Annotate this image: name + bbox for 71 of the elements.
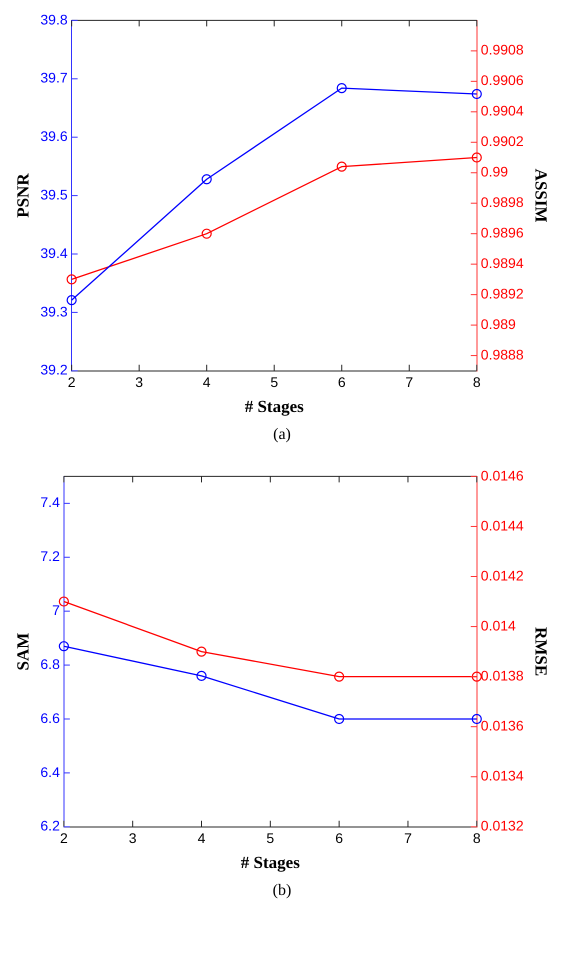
point [472, 152, 482, 163]
y2-tick-label: 0.9904 [480, 102, 524, 119]
y-tick-label: 6.2 [40, 818, 60, 834]
y2-tick-label: 0.0132 [480, 818, 524, 834]
y-tick-label: 6.6 [40, 710, 60, 726]
y2-tick-label: 0.99 [480, 164, 508, 180]
y2-tick-label: 0.0138 [480, 667, 524, 684]
y2-tick-label: 0.0136 [480, 718, 524, 734]
x-tick-label: 8 [472, 374, 481, 390]
y2-tick-label: 0.9888 [480, 346, 524, 362]
point [58, 596, 69, 607]
point [472, 88, 482, 100]
x-tick-label: 8 [472, 830, 481, 846]
y2-tick-label: 0.9908 [480, 42, 524, 58]
point [202, 228, 212, 239]
y2-tick-label: 0.9906 [480, 72, 524, 88]
text: (b) [272, 882, 292, 900]
point [196, 670, 207, 681]
x-tick-label: 7 [405, 374, 414, 390]
y-tick-label: 6.8 [40, 656, 60, 672]
x-tick-label: 5 [270, 374, 278, 390]
y2-axis-title: RMSE [531, 627, 550, 676]
y-tick-label: 7 [52, 602, 60, 618]
point [334, 714, 344, 724]
y-axis-title: SAM [14, 632, 33, 670]
y2-tick-label: 0.0134 [480, 768, 524, 784]
y-tick-label: 39.2 [40, 362, 68, 378]
point [472, 672, 482, 682]
y-tick-label: 7.4 [40, 494, 60, 510]
text: (a) [272, 426, 292, 444]
y2-axis-title: ASSIM [531, 168, 550, 223]
point [196, 646, 207, 657]
y2-tick-label: 0.9898 [480, 194, 524, 210]
x-tick-label: 6 [335, 830, 344, 846]
x-tick-label: 7 [404, 830, 412, 846]
point [66, 295, 77, 306]
y-tick-label: 39.7 [40, 70, 68, 86]
y2-tick-label: 0.014 [480, 617, 516, 634]
y-axis-title: PSNR [14, 172, 33, 218]
x-tick-label: 3 [128, 830, 137, 846]
y-tick-label: 39.3 [40, 303, 68, 320]
point [58, 641, 69, 652]
point [336, 83, 347, 94]
point [472, 714, 482, 724]
y2-tick-label: 0.0144 [480, 517, 524, 534]
x-tick-label: 5 [266, 830, 274, 846]
y2-tick-label: 0.9892 [480, 285, 524, 302]
y-tick-label: 39.8 [40, 11, 68, 28]
x-tick-label: 4 [198, 830, 206, 846]
y-tick-label: 39.6 [40, 128, 68, 144]
y2-tick-label: 0.9896 [480, 224, 524, 241]
y2-tick-label: 0.9894 [480, 255, 524, 272]
point [202, 174, 212, 184]
y-tick-label: 39.4 [40, 244, 68, 261]
y-tick-label: 7.2 [40, 548, 60, 564]
y2-tick-label: 0.9902 [480, 133, 524, 150]
point [66, 274, 77, 284]
x-tick-label: 2 [60, 830, 68, 846]
x-tick-label: 4 [202, 374, 211, 390]
y2-tick-label: 0.0142 [480, 567, 524, 584]
x-tick-label: 2 [68, 374, 76, 390]
y-tick-label: 6.4 [40, 764, 60, 780]
x-tick-label: 3 [135, 374, 144, 390]
y2-tick-label: 0.0146 [480, 467, 524, 484]
x-tick-label: 6 [338, 374, 346, 390]
point [336, 162, 347, 172]
point [334, 672, 344, 682]
x-axis-title: # Stages [244, 397, 304, 416]
y2-tick-label: 0.989 [480, 316, 516, 332]
y-tick-label: 39.5 [40, 186, 68, 202]
x-axis-title: # Stages [240, 853, 300, 872]
